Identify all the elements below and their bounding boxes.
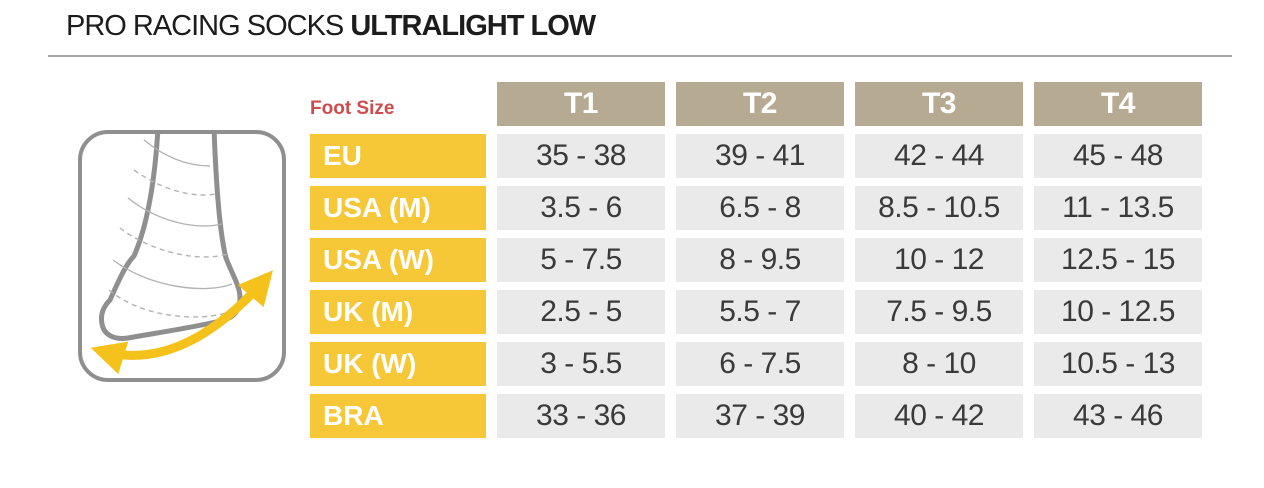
cell-usa-w-t2: 8 - 9.5 — [676, 238, 844, 282]
cell-usa-w-t1: 5 - 7.5 — [497, 238, 665, 282]
cell-bra-t3: 40 - 42 — [855, 394, 1023, 438]
measure-arrow-icon — [90, 270, 273, 375]
cell-usa-w-t3: 10 - 12 — [855, 238, 1023, 282]
cell-usa-m-t4: 11 - 13.5 — [1034, 186, 1202, 230]
cell-uk-m-t3: 7.5 - 9.5 — [855, 290, 1023, 334]
cell-usa-m-t3: 8.5 - 10.5 — [855, 186, 1023, 230]
size-table: Foot Size T1 T2 T3 T4 EU 35 - 38 39 - 41 42 - 44… — [310, 82, 1202, 438]
cell-uk-w-t1: 3 - 5.5 — [497, 342, 665, 386]
cell-eu-t3: 42 - 44 — [855, 134, 1023, 178]
product-variant: ULTRALIGHT LOW — [350, 10, 596, 42]
title-divider — [48, 55, 1232, 57]
page-title: PRO RACING SOCKS ULTRALIGHT LOW — [66, 10, 596, 43]
column-header-t3: T3 — [855, 82, 1023, 126]
cell-eu-t4: 45 - 48 — [1034, 134, 1202, 178]
cell-usa-w-t4: 12.5 - 15 — [1034, 238, 1202, 282]
row-label-bra: BRA — [310, 394, 486, 438]
cell-uk-w-t2: 6 - 7.5 — [676, 342, 844, 386]
cell-eu-t2: 39 - 41 — [676, 134, 844, 178]
cell-bra-t1: 33 - 36 — [497, 394, 665, 438]
cell-eu-t1: 35 - 38 — [497, 134, 665, 178]
column-header-t4: T4 — [1034, 82, 1202, 126]
cell-usa-m-t1: 3.5 - 6 — [497, 186, 665, 230]
product-name: PRO RACING SOCKS — [66, 10, 351, 42]
cell-uk-m-t2: 5.5 - 7 — [676, 290, 844, 334]
row-label-uk-m: UK (M) — [310, 290, 486, 334]
column-header-t2: T2 — [676, 82, 844, 126]
foot-size-label: Foot Size — [310, 98, 395, 119]
foot-measure-panel — [78, 130, 286, 382]
cell-bra-t2: 37 - 39 — [676, 394, 844, 438]
row-label-usa-w: USA (W) — [310, 238, 486, 282]
row-label-eu: EU — [310, 134, 486, 178]
cell-usa-m-t2: 6.5 - 8 — [676, 186, 844, 230]
cell-uk-m-t4: 10 - 12.5 — [1034, 290, 1202, 334]
cell-uk-w-t3: 8 - 10 — [855, 342, 1023, 386]
cell-uk-w-t4: 10.5 - 13 — [1034, 342, 1202, 386]
row-label-uk-w: UK (W) — [310, 342, 486, 386]
column-header-t1: T1 — [497, 82, 665, 126]
row-label-usa-m: USA (M) — [310, 186, 486, 230]
cell-uk-m-t1: 2.5 - 5 — [497, 290, 665, 334]
foot-length-measure-icon — [90, 134, 273, 375]
cell-bra-t4: 43 - 46 — [1034, 394, 1202, 438]
